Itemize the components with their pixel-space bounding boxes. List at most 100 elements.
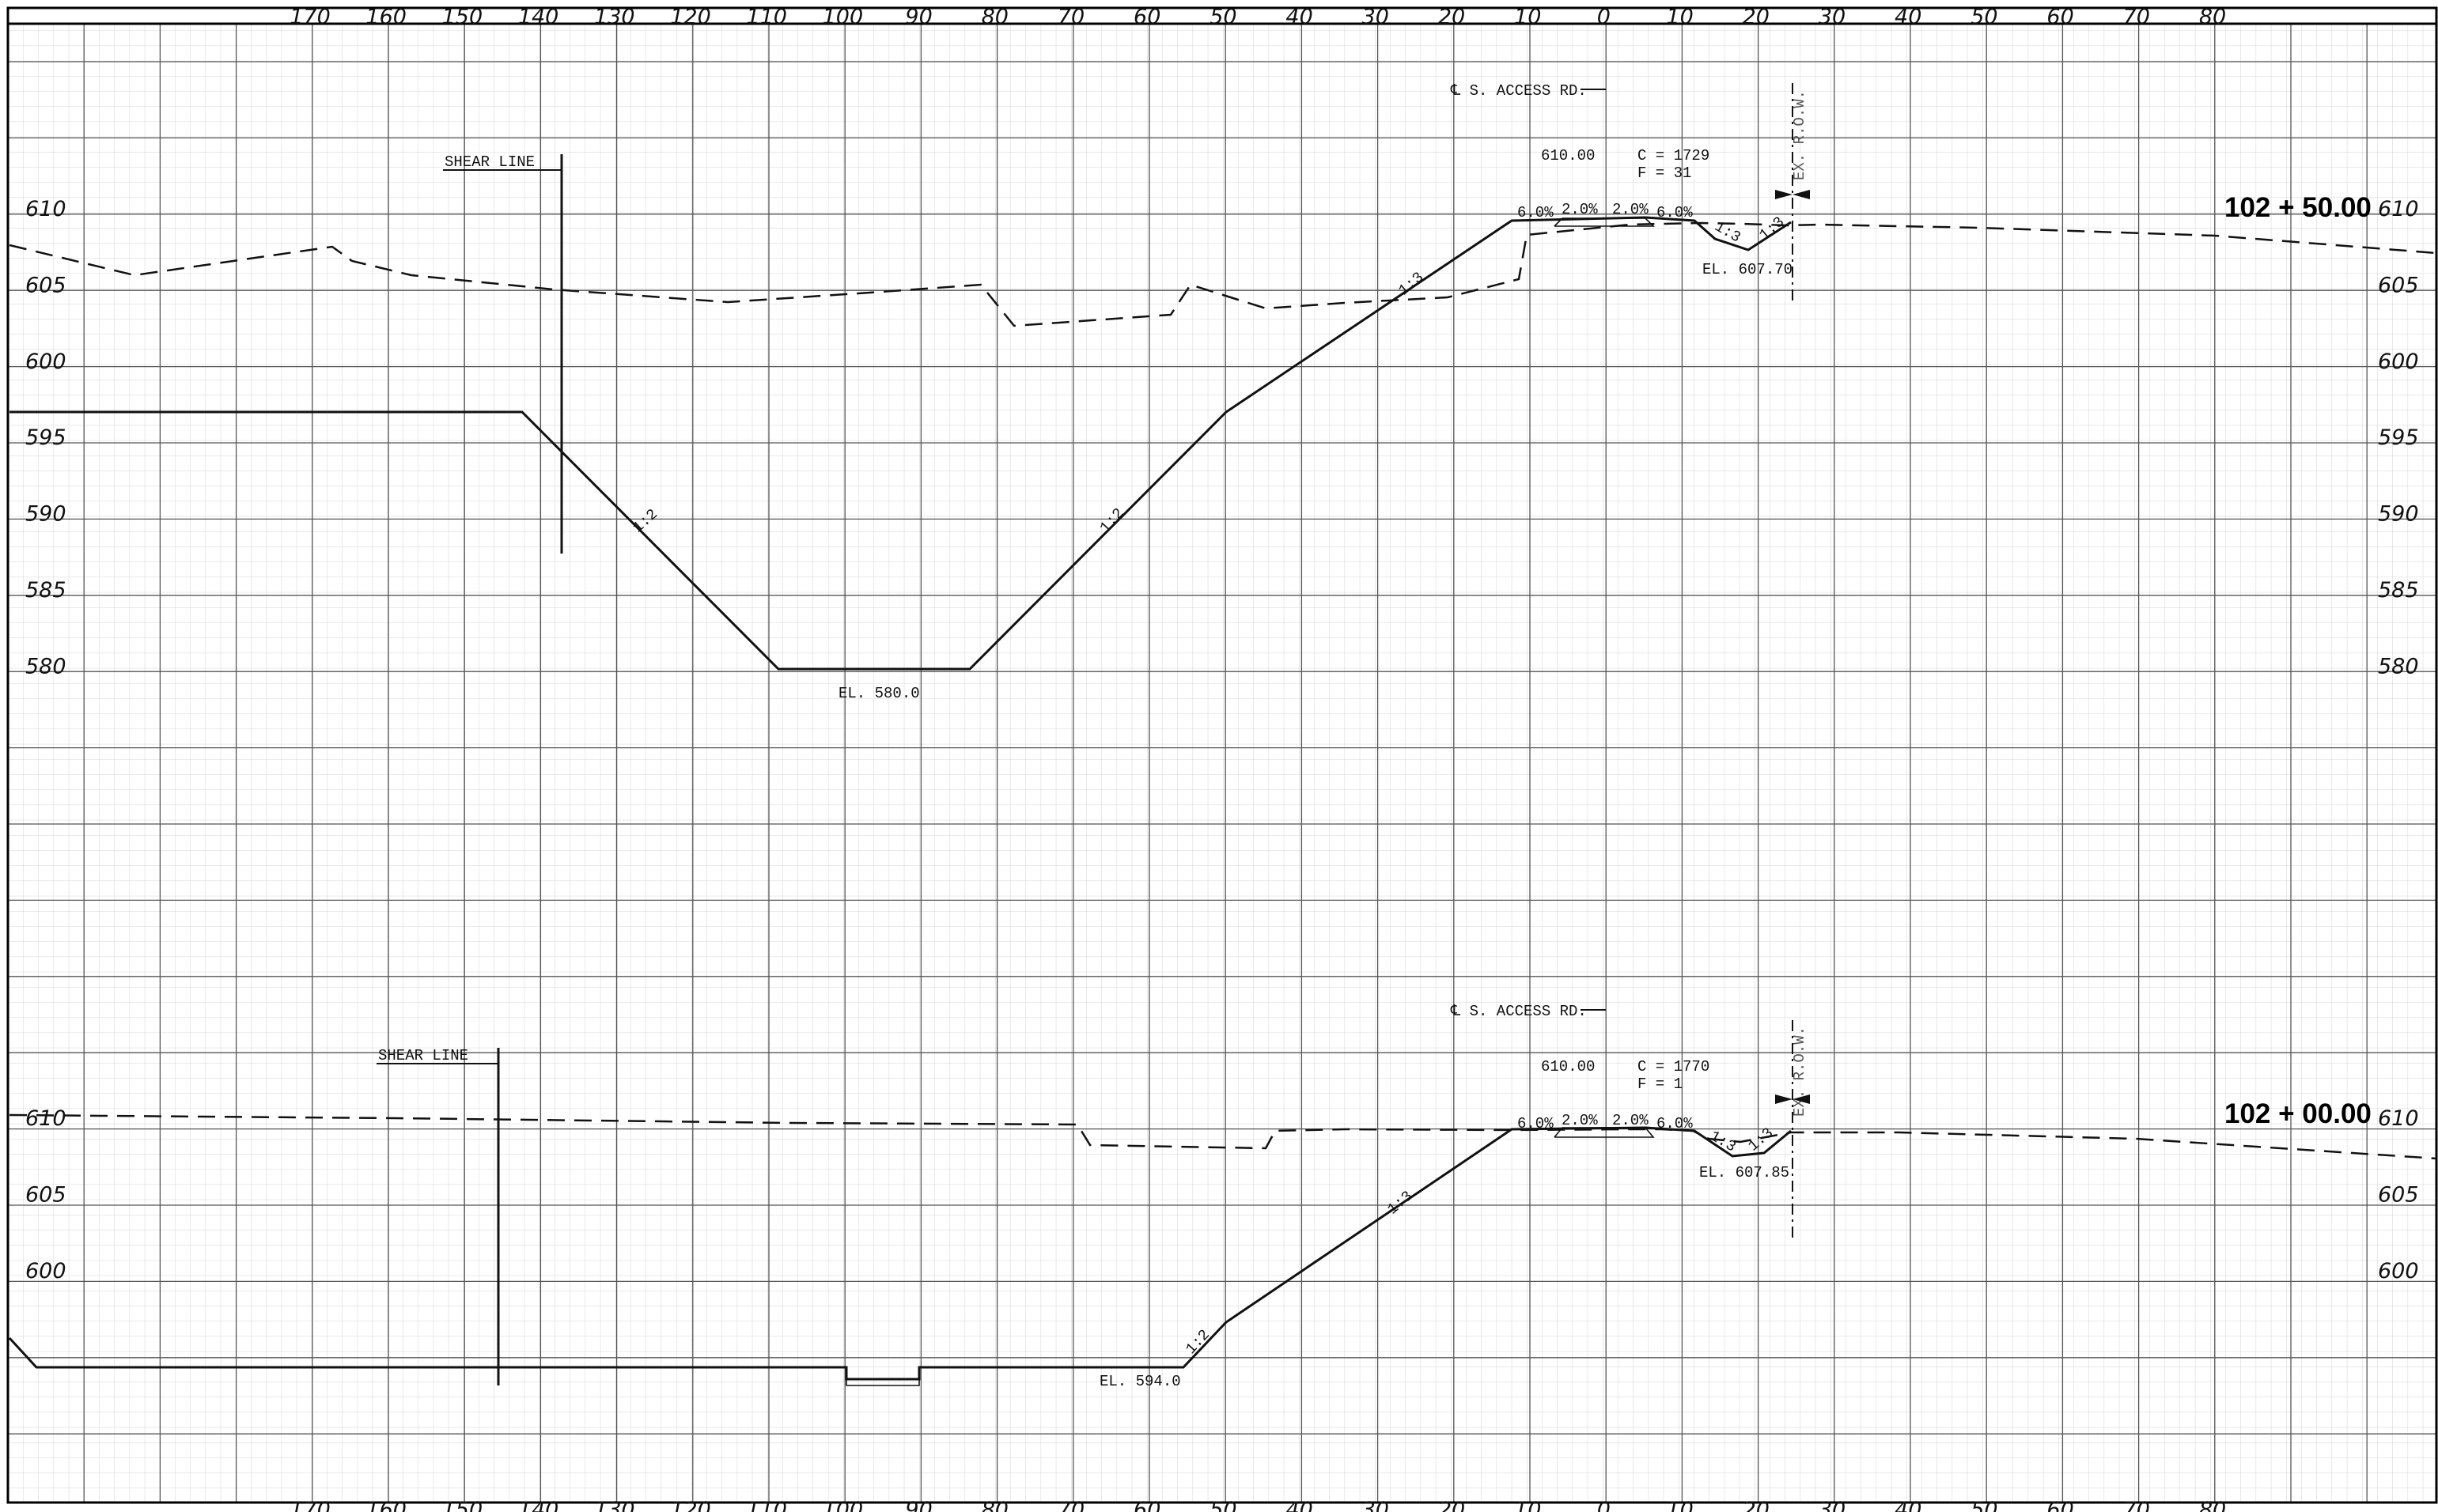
offset-axis-bottom: 170 160 150 140 130 120 110 100 90 80 70 60 50 40 30 20… — [290, 1498, 2226, 1512]
offset-tick-label: 20 — [1438, 1498, 1465, 1512]
offset-tick-label: 140 — [518, 5, 559, 29]
elevation-tick-label: 585 — [25, 578, 66, 603]
cross-slope-3: 2.0% — [1612, 1112, 1649, 1129]
offset-tick-label: 30 — [1819, 1498, 1846, 1512]
offset-tick-label: 60 — [2046, 1498, 2073, 1512]
elevation-tick-label: 600 — [25, 350, 66, 374]
row-marker — [1775, 190, 1810, 199]
elevation-tick-label: 585 — [2378, 578, 2419, 603]
offset-tick-label: 160 — [365, 1498, 407, 1512]
offset-tick-label: 10 — [1666, 5, 1693, 29]
offset-tick-label: 10 — [1514, 5, 1541, 29]
station-label: 102 + 00.00 — [2224, 1098, 2372, 1129]
elevation-tick-label: 595 — [25, 425, 66, 450]
offset-tick-label: 130 — [594, 1498, 635, 1512]
crown-elevation: 610.00 — [1541, 1058, 1595, 1075]
elevation-tick-label: 600 — [25, 1259, 66, 1283]
row-label: EX. R.O.W. — [1791, 90, 1808, 180]
ditch-elevation: EL. 607.85 — [1699, 1164, 1789, 1181]
station-label: 102 + 50.00 — [2224, 192, 2372, 223]
cross-slope-3: 2.0% — [1612, 201, 1649, 218]
offset-tick-label: 20 — [1438, 5, 1465, 29]
elevation-tick-label: 590 — [2378, 502, 2419, 527]
elevation-tick-label: 580 — [2378, 654, 2419, 679]
shear-line-label: SHEAR LINE — [445, 153, 535, 171]
offset-tick-label: 110 — [746, 1498, 787, 1512]
offset-tick-label: 90 — [905, 5, 932, 29]
offset-tick-label: 130 — [594, 5, 635, 29]
offset-tick-label: 80 — [2199, 1498, 2226, 1512]
elevation-tick-label: 605 — [25, 273, 66, 297]
offset-tick-label: 70 — [1058, 5, 1085, 29]
offset-tick-label: 70 — [2123, 1498, 2150, 1512]
bottom-elevation: EL. 594.0 — [1100, 1373, 1181, 1390]
offset-tick-label: 170 — [290, 5, 331, 29]
cut-volume: C = 1770 — [1637, 1058, 1709, 1075]
offset-tick-label: 120 — [670, 5, 711, 29]
offset-tick-label: 0 — [1597, 1498, 1611, 1512]
cross-slope-1: 6.0% — [1517, 204, 1554, 221]
elevation-tick-label: 605 — [25, 1182, 66, 1207]
minor-grid — [8, 24, 2438, 1503]
centerline-label: ℄ S. ACCESS RD. — [1450, 82, 1587, 100]
offset-tick-label: 30 — [1819, 5, 1846, 29]
bottom-elevation: EL. 580.0 — [839, 685, 920, 702]
elevation-labels-left: 610 605 600 595 590 585 580 — [25, 197, 66, 679]
cross-slope-1: 6.0% — [1517, 1115, 1554, 1132]
elevation-tick-label: 610 — [25, 1106, 66, 1131]
offset-tick-label: 40 — [1285, 1498, 1312, 1512]
offset-tick-label: 50 — [1970, 1498, 1997, 1512]
crown-elevation: 610.00 — [1541, 147, 1595, 164]
offset-tick-label: 60 — [1134, 1498, 1160, 1512]
offset-tick-label: 60 — [2046, 5, 2073, 29]
elevation-labels-left: 610 605 600 — [25, 1106, 66, 1283]
offset-tick-label: 70 — [1058, 1498, 1085, 1512]
offset-tick-label: 80 — [2199, 5, 2226, 29]
offset-tick-label: 20 — [1743, 1498, 1770, 1512]
shear-line-label: SHEAR LINE — [378, 1047, 468, 1064]
offset-tick-label: 120 — [670, 1498, 711, 1512]
elevation-tick-label: 610 — [25, 197, 66, 221]
offset-tick-label: 160 — [365, 5, 407, 29]
road-crown — [1554, 217, 1655, 227]
elevation-tick-label: 610 — [2378, 1106, 2419, 1131]
fill-volume: F = 1 — [1637, 1075, 1683, 1093]
offset-tick-label: 30 — [1362, 5, 1389, 29]
offset-tick-label: 140 — [518, 1498, 559, 1512]
cross-slope-4: 6.0% — [1656, 1115, 1693, 1132]
ditch-elevation: EL. 607.70 — [1702, 261, 1793, 278]
cross-slope-4: 6.0% — [1656, 204, 1693, 221]
section-102-00: 610 605 600 610 605 600 SHEAR LINE ℄ S. ACCE… — [8, 1003, 2437, 1390]
elevation-tick-label: 580 — [25, 654, 66, 679]
sheet-border — [6, 6, 2438, 1504]
design-cut-line — [9, 216, 1792, 671]
offset-tick-label: 100 — [823, 1498, 864, 1512]
row-label: EX. R.O.W. — [1791, 1026, 1808, 1117]
offset-tick-label: 60 — [1134, 5, 1160, 29]
offset-tick-label: 40 — [1285, 5, 1312, 29]
offset-tick-label: 80 — [982, 1498, 1009, 1512]
cross-slope-2: 2.0% — [1562, 201, 1598, 218]
offset-tick-label: 40 — [1895, 1498, 1921, 1512]
offset-tick-label: 30 — [1362, 1498, 1389, 1512]
fill-volume: F = 31 — [1637, 164, 1691, 182]
elevation-tick-label: 595 — [2378, 425, 2419, 450]
elevation-tick-label: 605 — [2378, 1182, 2419, 1207]
elevation-tick-label: 610 — [2378, 197, 2419, 221]
offset-tick-label: 20 — [1743, 5, 1770, 29]
elevation-tick-label: 605 — [2378, 273, 2419, 297]
channel-pilot — [846, 1367, 920, 1386]
offset-tick-label: 90 — [905, 1498, 932, 1512]
offset-axis-top: 170 160 150 140 130 120 110 100 90 80 70 60 50 40 30 20… — [290, 5, 2226, 29]
offset-tick-label: 50 — [1210, 5, 1236, 29]
offset-tick-label: 100 — [823, 5, 864, 29]
offset-tick-label: 50 — [1970, 5, 1997, 29]
offset-tick-label: 40 — [1895, 5, 1921, 29]
offset-tick-label: 110 — [746, 5, 787, 29]
offset-tick-label: 50 — [1210, 1498, 1236, 1512]
offset-tick-label: 70 — [2123, 5, 2150, 29]
offset-tick-label: 150 — [442, 5, 483, 29]
elevation-tick-label: 600 — [2378, 350, 2419, 374]
offset-tick-label: 0 — [1597, 5, 1611, 29]
